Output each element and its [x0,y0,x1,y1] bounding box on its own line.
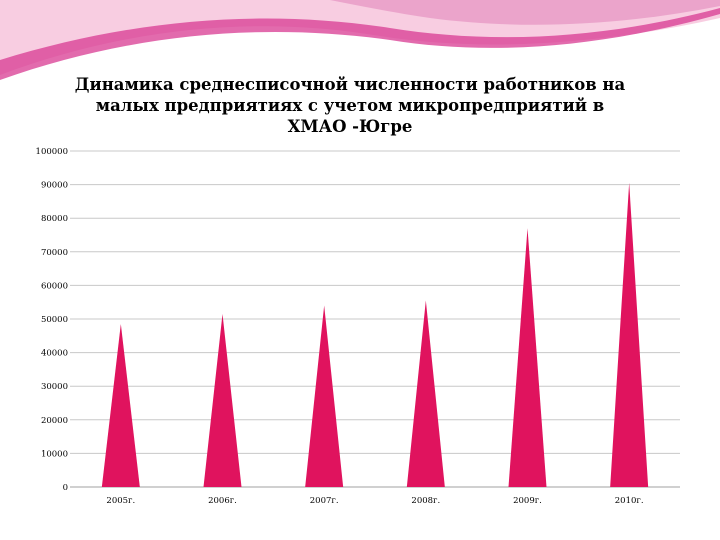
gridlines [70,150,680,488]
bar-2009г. [508,228,547,487]
y-tick-label: 10000 [41,449,68,459]
x-tick-label: 2006г. [208,496,237,506]
x-tick-label: 2010г. [615,496,644,506]
x-tick-label: 2008г. [411,496,440,506]
y-tick-label: 90000 [41,181,68,191]
x-tick-label: 2007г. [310,496,339,506]
decorative-header-swoosh [0,0,720,80]
x-tick-label: 2005г. [106,496,135,506]
bars [101,182,649,488]
swoosh-shape-band [330,0,720,25]
y-tick-label: 60000 [41,281,68,291]
y-axis-ticks: 0 10000 20000 30000 40000 50000 60000 70000 8000… [36,147,68,493]
y-tick-label: 0 [63,483,68,493]
x-tick-label: 2009г. [513,496,542,506]
bar-2010г. [610,182,649,488]
y-tick-label: 70000 [41,248,68,258]
bar-2007г. [305,305,344,487]
y-tick-label: 40000 [41,349,68,359]
bar-2005г. [101,324,140,487]
y-tick-label: 20000 [41,416,68,426]
bar-2006г. [203,313,242,487]
y-tick-label: 50000 [41,315,68,325]
chart-title: Динамика среднесписочной численности раб… [74,75,626,136]
bar-2008г. [406,300,445,487]
swoosh-shape-dark [0,8,720,80]
x-axis-ticks: 2005г. 2006г. 2007г. 2008г. 2009г. 2010г. [106,496,643,506]
y-tick-label: 80000 [41,214,68,224]
y-tick-label: 100000 [36,147,68,157]
y-tick-label: 30000 [41,382,68,392]
